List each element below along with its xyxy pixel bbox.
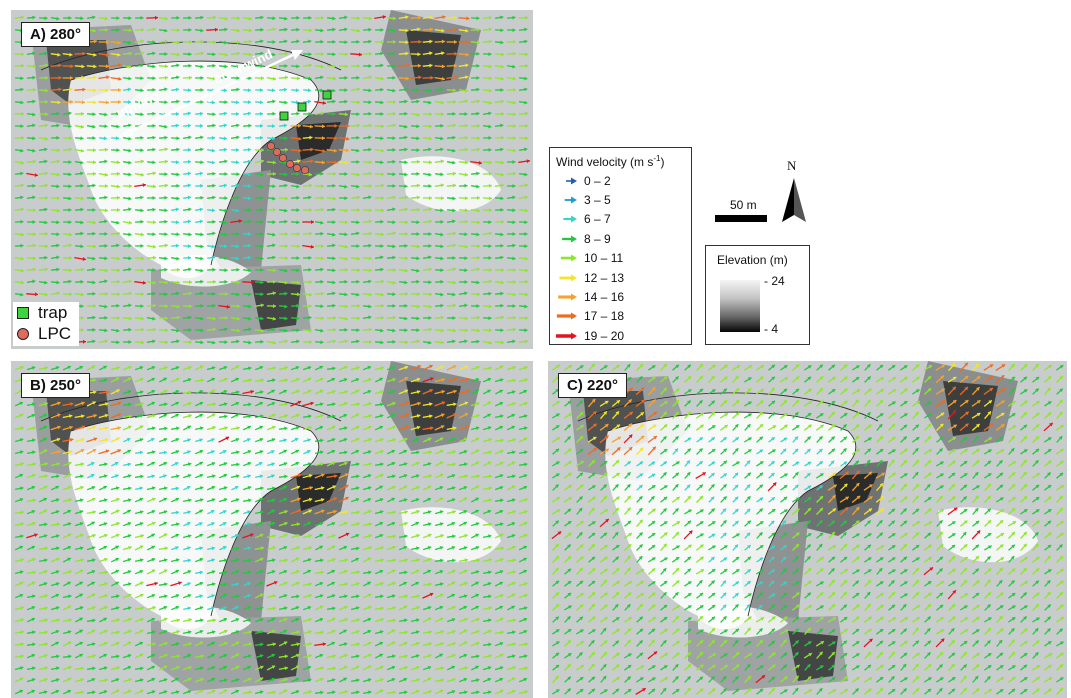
wind-arrow-icon bbox=[558, 293, 577, 301]
north-arrow-icon bbox=[782, 178, 806, 222]
map-symbol-legend: trap LPC bbox=[13, 302, 79, 346]
wind-arrow-icon bbox=[560, 254, 577, 262]
wind-class-label: 14 – 16 bbox=[584, 290, 625, 305]
wind-class-5: 12 – 13 bbox=[550, 268, 691, 287]
wind-class-2: 6 – 7 bbox=[550, 210, 691, 229]
wind-arrow-icon bbox=[559, 274, 577, 282]
wind-legend-title: Wind velocity (m s-1) bbox=[556, 154, 665, 169]
scale-bar bbox=[715, 215, 767, 222]
map-c-graphic bbox=[548, 361, 1067, 698]
lpc-label: LPC bbox=[38, 323, 72, 343]
wind-class-label: 19 – 20 bbox=[584, 328, 625, 343]
wind-arrow-field bbox=[551, 362, 1065, 696]
wind-arrow-icon bbox=[566, 177, 577, 185]
wind-class-4: 10 – 11 bbox=[550, 249, 691, 268]
terrain-layer bbox=[548, 361, 1067, 698]
wind-velocity-legend: Wind velocity (m s-1) 0 – 2 3 – 5 6 – 7 … bbox=[549, 147, 692, 345]
wind-class-8: 19 – 20 bbox=[550, 326, 691, 345]
elevation-legend-title: Elevation (m) bbox=[717, 253, 788, 267]
panel-b-label: B) 250° bbox=[21, 373, 91, 398]
wind-class-3: 8 – 9 bbox=[550, 229, 691, 248]
elevation-legend: Elevation (m) - 24 - 4 bbox=[705, 245, 810, 345]
wind-class-7: 17 – 18 bbox=[550, 307, 691, 326]
wind-arrow-icon bbox=[564, 196, 577, 204]
wind-class-0: 0 – 2 bbox=[550, 171, 691, 190]
scale-bar-label: 50 m bbox=[730, 198, 757, 212]
wind-arrow-icon bbox=[562, 235, 577, 243]
wind-class-1: 3 – 5 bbox=[550, 190, 691, 209]
wind-class-6: 14 – 16 bbox=[550, 287, 691, 306]
wind-arrow-field bbox=[14, 364, 529, 695]
panel-a-label: A) 280° bbox=[21, 22, 91, 47]
wind-arrow-icon bbox=[556, 332, 577, 340]
wind-class-label: 0 – 2 bbox=[584, 173, 611, 188]
elevation-min-label: - 4 bbox=[764, 322, 779, 336]
elevation-color-ramp bbox=[720, 280, 760, 332]
wind-class-label: 17 – 18 bbox=[584, 309, 625, 324]
wind-class-label: 3 – 5 bbox=[584, 193, 611, 208]
panel-c-label: C) 220° bbox=[558, 373, 628, 398]
north-label: N bbox=[787, 158, 797, 173]
lpc-symbol bbox=[17, 327, 29, 340]
wind-arrow-icon bbox=[563, 215, 577, 223]
terrain-layer bbox=[11, 361, 533, 698]
wind-class-label: 8 – 9 bbox=[584, 231, 611, 246]
site-markers bbox=[119, 50, 332, 174]
map-panel-c: C) 220° bbox=[548, 361, 1067, 698]
wind-class-label: 10 – 11 bbox=[584, 251, 624, 266]
elevation-max-label: - 24 bbox=[764, 274, 785, 288]
trap-label: trap bbox=[38, 302, 68, 322]
wind-class-label: 6 – 7 bbox=[584, 212, 611, 227]
map-panel-b: B) 250° bbox=[11, 361, 533, 698]
map-panel-a: upwind downwind A) 280° trap LPC bbox=[11, 10, 533, 349]
wind-arrow-icon bbox=[556, 312, 577, 320]
wind-arrow-field bbox=[14, 15, 530, 345]
map-b-graphic bbox=[11, 361, 533, 698]
wind-class-label: 12 – 13 bbox=[584, 270, 625, 285]
trap-symbol bbox=[17, 306, 29, 319]
